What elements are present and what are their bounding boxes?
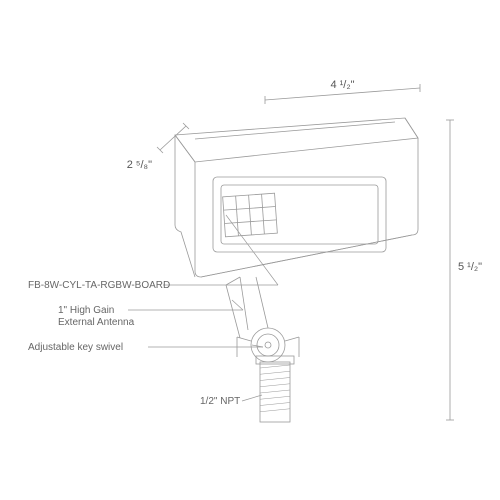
svg-text:2 ⁵/₈": 2 ⁵/₈" — [127, 159, 152, 171]
svg-text:1" High Gain: 1" High Gain — [58, 305, 114, 316]
svg-text:Adjustable key swivel: Adjustable key swivel — [28, 342, 123, 353]
svg-text:5 ¹/₂": 5 ¹/₂" — [458, 261, 482, 273]
svg-text:1/2" NPT: 1/2" NPT — [200, 396, 240, 407]
svg-text:4 ¹/₂": 4 ¹/₂" — [330, 79, 354, 91]
svg-text:FB-8W-CYL-TA-RGBW-BOARD: FB-8W-CYL-TA-RGBW-BOARD — [28, 280, 170, 291]
svg-text:External Antenna: External Antenna — [58, 317, 135, 328]
